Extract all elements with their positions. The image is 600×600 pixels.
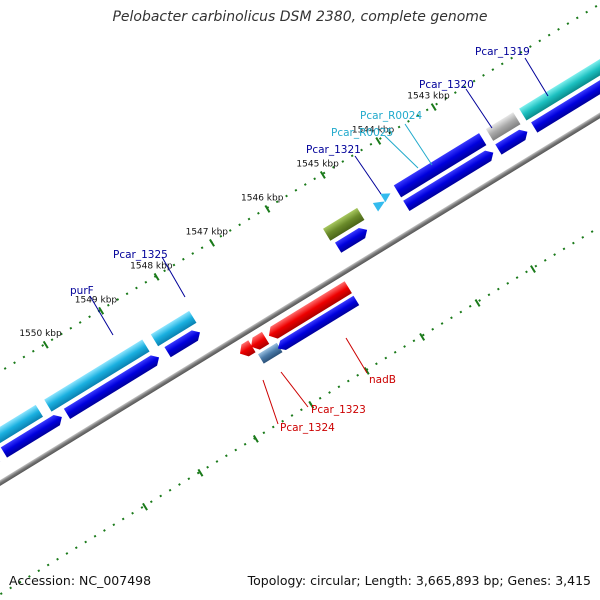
gene-Pcar_1324[interactable] bbox=[236, 340, 256, 359]
gene-label: Pcar_R0025 bbox=[331, 127, 393, 139]
gene-Pcar_1319[interactable] bbox=[485, 112, 521, 141]
gene-blue-lane2-g[interactable] bbox=[495, 127, 530, 155]
tick-label: 1545 kbp bbox=[296, 159, 339, 169]
major-ticks bbox=[42, 103, 536, 511]
gene-blue-lane2-d[interactable] bbox=[164, 327, 203, 358]
gene-blue-lane2-f[interactable] bbox=[403, 147, 496, 212]
genome-backbone bbox=[0, 77, 600, 522]
gene-label: Pcar_1320 bbox=[419, 79, 474, 91]
tick-label: 1543 kbp bbox=[407, 91, 450, 101]
tick-label: 1547 kbp bbox=[186, 227, 229, 237]
outer-tick-ring bbox=[0, 0, 600, 439]
genome-summary: Topology: circular; Length: 3,665,893 bp… bbox=[247, 573, 591, 588]
gene-label: Pcar_1324 bbox=[280, 422, 335, 434]
gene-steel-small[interactable] bbox=[257, 342, 283, 364]
gene-teal-right[interactable] bbox=[519, 40, 600, 121]
gene-label: Pcar_1319 bbox=[475, 46, 530, 58]
gene-blue-lane2-c[interactable] bbox=[63, 352, 162, 419]
gene-cyan-left[interactable] bbox=[0, 404, 43, 459]
gene-nadB[interactable] bbox=[265, 281, 352, 342]
tick-label: 1546 kbp bbox=[241, 193, 284, 203]
gene-purF[interactable] bbox=[44, 339, 150, 412]
gene-label: nadB bbox=[369, 374, 396, 386]
gene-blue-lane2-b[interactable] bbox=[0, 412, 65, 458]
gene-labels: Pcar_1319 Pcar_1320 Pcar_R0024 Pcar_R002… bbox=[70, 46, 530, 434]
gene-blue-lane2-h[interactable] bbox=[531, 56, 600, 133]
inner-tick-ring bbox=[0, 160, 600, 600]
gene-label: Pcar_1321 bbox=[306, 144, 361, 156]
gene-Pcar_1325[interactable] bbox=[150, 310, 197, 347]
tick-label: 1549 kbp bbox=[75, 295, 118, 305]
tick-label: 1550 kbp bbox=[19, 329, 62, 339]
gene-Pcar_R0025[interactable] bbox=[372, 197, 388, 212]
tick-label: 1544 kbp bbox=[352, 125, 395, 135]
map-title: Pelobacter carbinolicus DSM 2380, comple… bbox=[112, 9, 488, 25]
gene-label: purF bbox=[70, 285, 94, 297]
accession-label: Accession: NC_007498 bbox=[9, 573, 152, 588]
gene-label: Pcar_1325 bbox=[113, 249, 168, 261]
tick-label: 1548 kbp bbox=[130, 261, 173, 271]
gene-Pcar_R0024[interactable] bbox=[380, 189, 393, 203]
gene-blue-lane2-e[interactable] bbox=[334, 225, 370, 253]
leader-lines bbox=[89, 57, 549, 425]
gene-label: Pcar_R0024 bbox=[360, 110, 422, 122]
tick-labels: 1543 kbp 1544 kbp 1545 kbp 1546 kbp 1547… bbox=[19, 91, 450, 339]
gene-Pcar_1321[interactable] bbox=[323, 207, 365, 241]
gene-Pcar_1320[interactable] bbox=[393, 133, 487, 198]
gene-blue-reverse[interactable] bbox=[275, 295, 360, 353]
gene-Pcar_1323[interactable] bbox=[247, 331, 270, 353]
gene-label: Pcar_1323 bbox=[311, 404, 366, 416]
